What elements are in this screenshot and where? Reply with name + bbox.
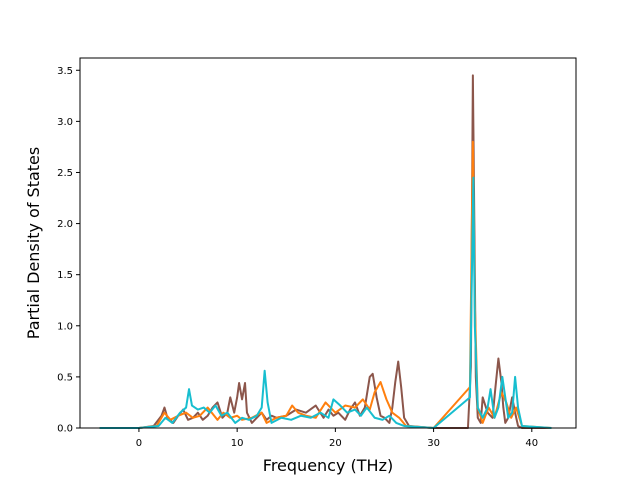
x-tick-label: 40 <box>525 438 538 449</box>
y-tick-label: 1.5 <box>57 270 73 281</box>
y-axis-ticks: 0.0 0.5 1.0 1.5 2.0 2.5 3.0 3.5 <box>57 66 80 435</box>
series-line-1 <box>99 140 552 429</box>
y-tick-label: 0.0 <box>57 424 73 435</box>
y-tick-label: 2.0 <box>57 219 73 230</box>
series-line-2 <box>99 176 552 429</box>
x-tick-label: 0 <box>136 438 142 449</box>
x-tick-label: 30 <box>427 438 440 449</box>
x-tick-label: 10 <box>231 438 244 449</box>
y-tick-label: 0.5 <box>57 372 73 383</box>
y-tick-label: 2.5 <box>57 168 73 179</box>
y-tick-label: 3.0 <box>57 117 73 128</box>
x-tick-label: 20 <box>329 438 342 449</box>
plot-background <box>80 58 576 428</box>
x-axis-title: Frequency (THz) <box>263 456 393 475</box>
y-tick-label: 1.0 <box>57 321 73 332</box>
series-layer <box>99 74 552 429</box>
y-tick-label: 3.5 <box>57 66 73 77</box>
y-axis-title: Partial Density of States <box>24 147 43 339</box>
x-axis-ticks: 0 10 20 30 40 <box>136 428 538 449</box>
plot-frame <box>79 57 577 429</box>
series-line-0 <box>99 74 552 429</box>
